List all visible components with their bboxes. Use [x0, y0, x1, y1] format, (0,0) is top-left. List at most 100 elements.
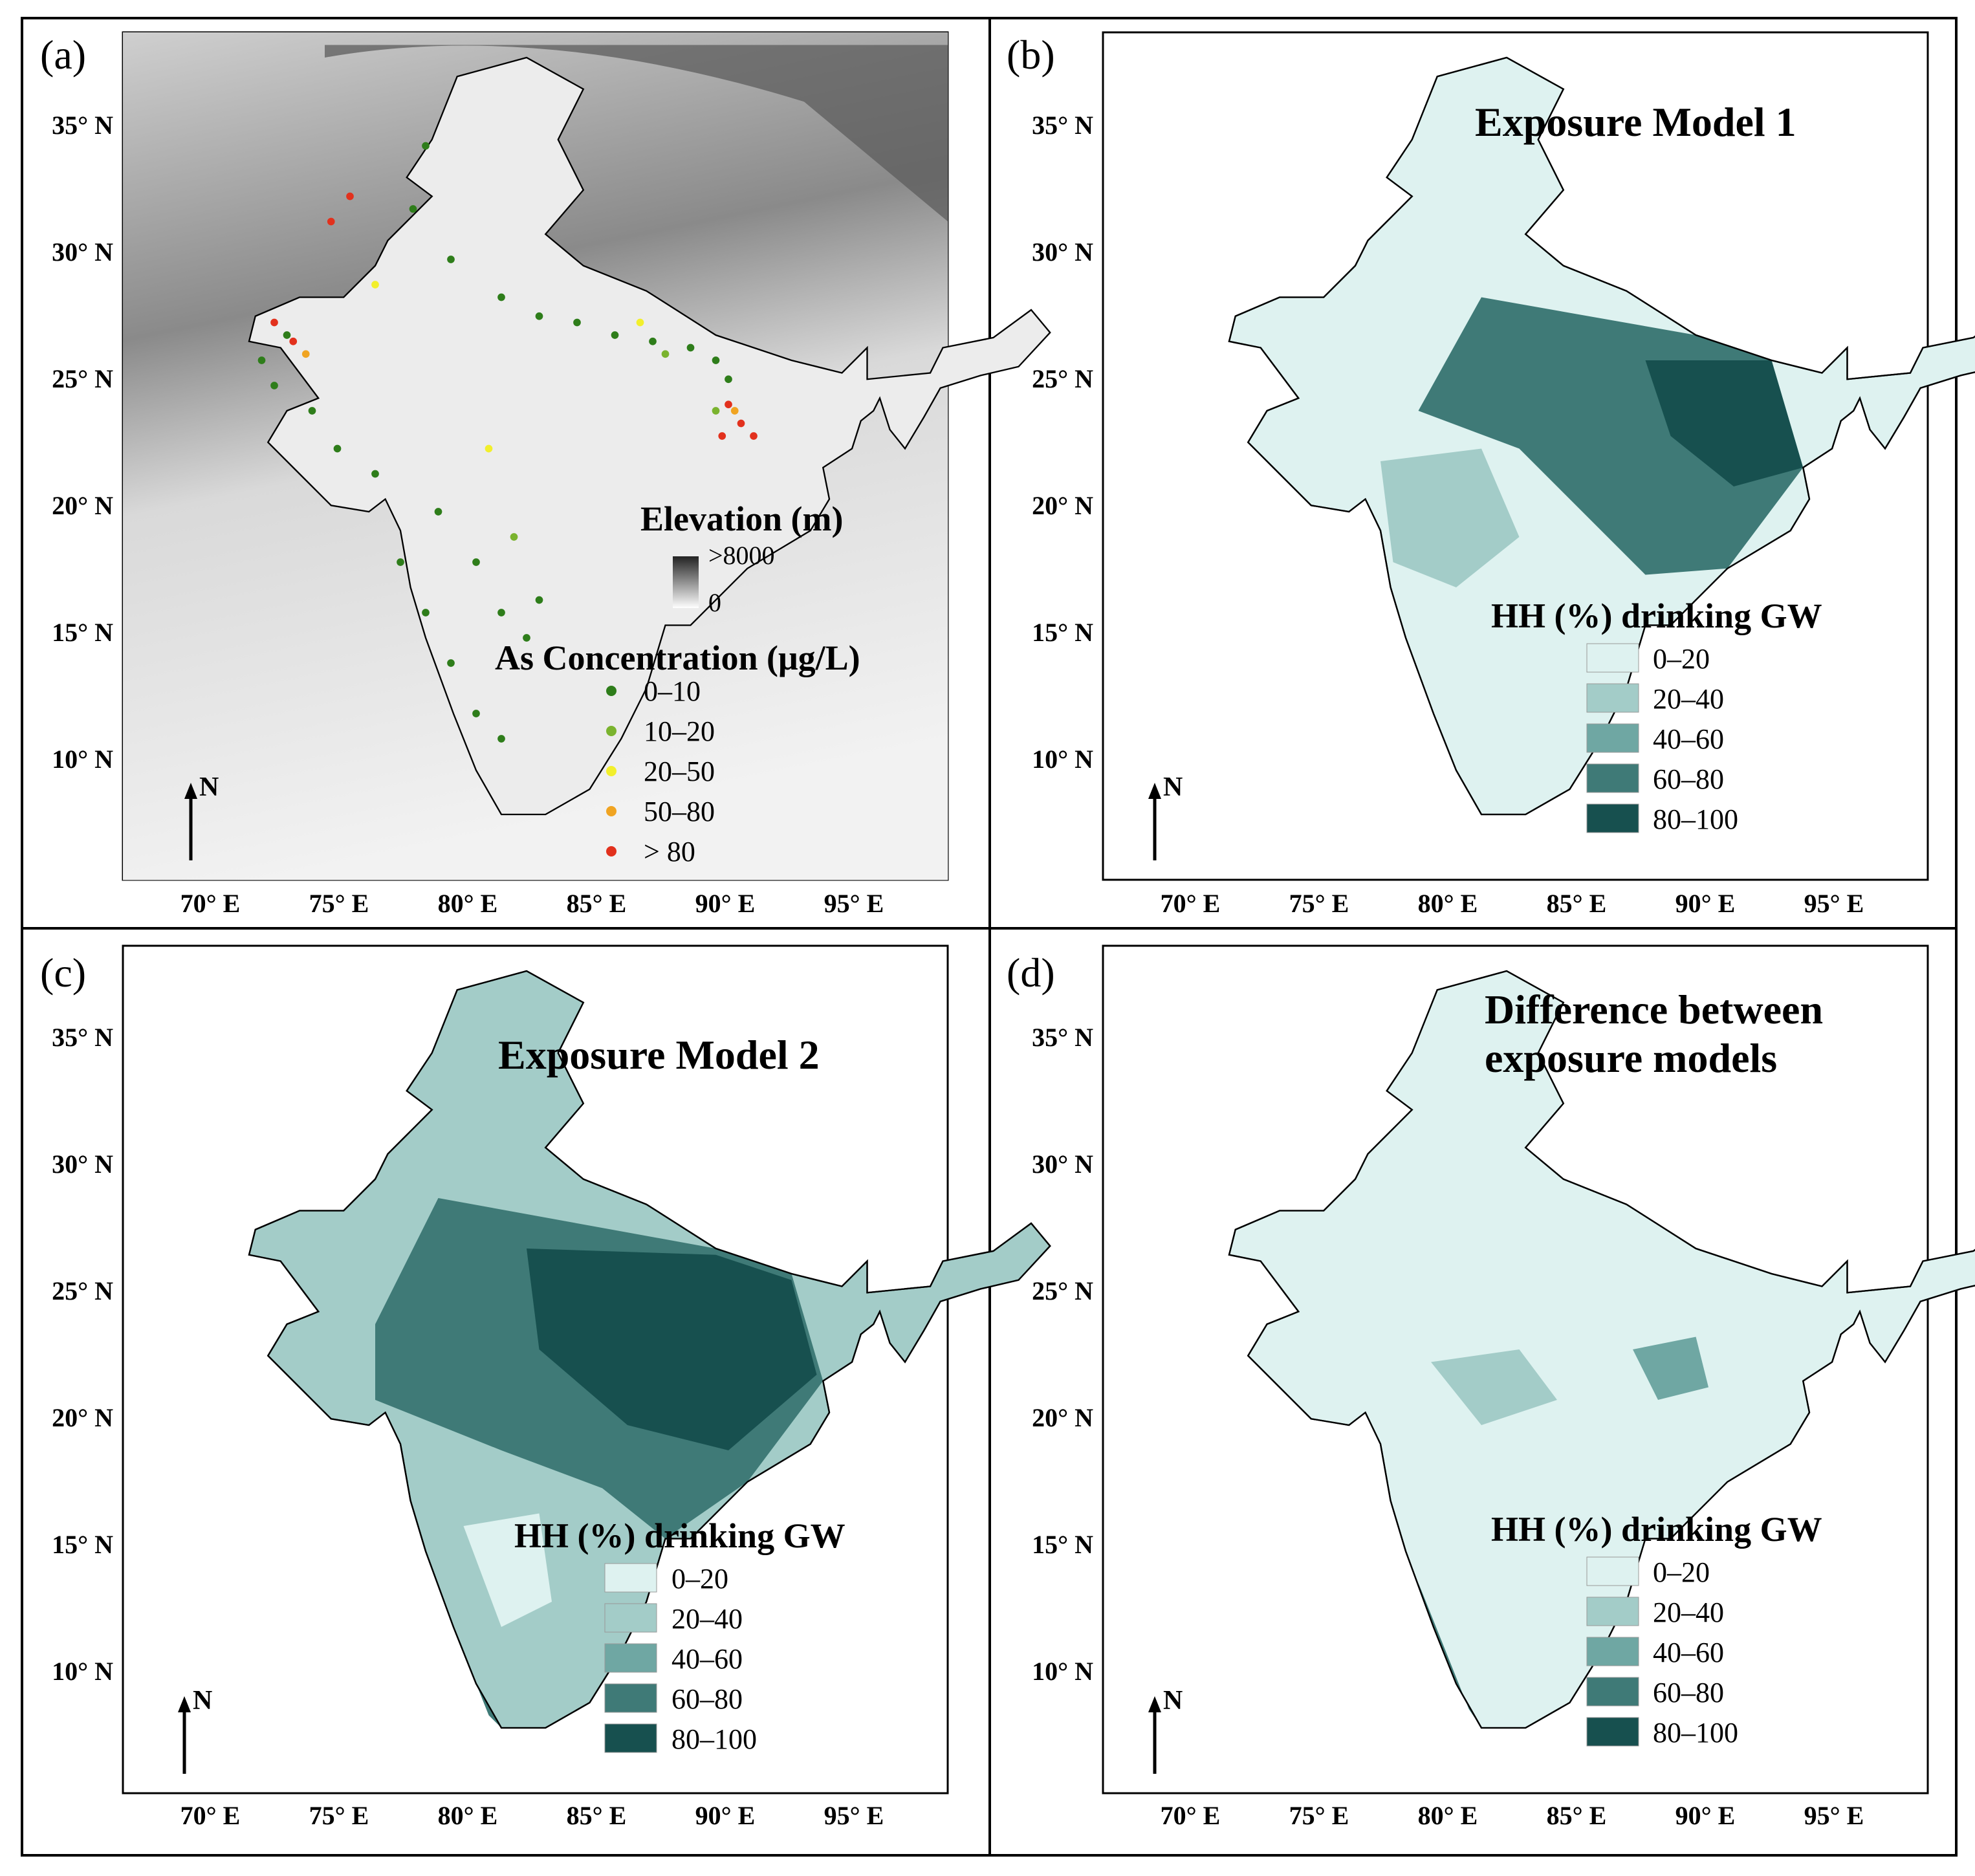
map-a — [123, 32, 1051, 880]
legend-b-swatch-1 — [1586, 683, 1639, 713]
svg-text:0–20: 0–20 — [1653, 643, 1710, 675]
svg-text:30° N: 30° N — [1032, 1150, 1093, 1179]
legend-b-swatch-0 — [1586, 643, 1639, 673]
svg-text:15° N: 15° N — [52, 1530, 113, 1559]
svg-text:85° E: 85° E — [1547, 1801, 1607, 1830]
svg-text:80° E: 80° E — [1418, 889, 1478, 918]
lon-ticks-a: 70° E 75° E 80° E 85° E 90° E 95° E — [180, 889, 884, 918]
as-legend-label-2: 20–50 — [644, 756, 715, 787]
legend-c: 0–20 20–40 40–60 60–80 80–100 — [604, 1563, 757, 1755]
svg-text:20–40: 20–40 — [1653, 683, 1724, 715]
svg-text:N: N — [1163, 772, 1183, 802]
svg-text:80–100: 80–100 — [1653, 803, 1738, 835]
as-legend-label-1: 10–20 — [644, 715, 715, 747]
elevation-min-label: 0 — [708, 588, 721, 617]
svg-text:20–40: 20–40 — [1653, 1597, 1724, 1628]
svg-text:0–20: 0–20 — [1653, 1556, 1710, 1588]
svg-text:10° N: 10° N — [1032, 1657, 1093, 1686]
legend-c-swatch-2 — [604, 1643, 657, 1673]
svg-text:10° N: 10° N — [1032, 745, 1093, 774]
svg-text:80° E: 80° E — [438, 889, 498, 918]
as-legend-label-3: 50–80 — [644, 796, 715, 827]
svg-text:35° N: 35° N — [52, 111, 113, 140]
legend-d-swatch-4 — [1586, 1717, 1639, 1747]
svg-text:40–60: 40–60 — [1653, 1637, 1724, 1668]
svg-text:70° E: 70° E — [1161, 889, 1221, 918]
legend-c-swatch-1 — [604, 1603, 657, 1633]
panel-d: (d) Difference between exposure models H… — [1007, 944, 1975, 1830]
lat-ticks-b: 35° N 30° N 25° N 20° N 15° N 10° N — [1032, 111, 1093, 774]
legend-d-swatch-2 — [1586, 1637, 1639, 1666]
north-arrow-c: N — [178, 1686, 212, 1774]
north-label-a: N — [199, 772, 219, 802]
panel-c-label: (c) — [40, 950, 86, 996]
svg-text:85° E: 85° E — [1547, 889, 1607, 918]
svg-text:60–80: 60–80 — [1653, 763, 1724, 795]
svg-text:15° N: 15° N — [52, 618, 113, 647]
svg-text:N: N — [193, 1686, 212, 1716]
svg-text:25° N: 25° N — [1032, 1276, 1093, 1305]
svg-text:80° E: 80° E — [438, 1801, 498, 1830]
svg-text:95° E: 95° E — [1804, 889, 1864, 918]
svg-text:60–80: 60–80 — [1653, 1677, 1724, 1708]
svg-text:25° N: 25° N — [52, 364, 113, 393]
svg-text:90° E: 90° E — [1675, 889, 1736, 918]
elevation-max-label: >8000 — [708, 541, 775, 570]
svg-text:60–80: 60–80 — [671, 1683, 743, 1715]
svg-text:30° N: 30° N — [1032, 237, 1093, 267]
map-frame-b — [1102, 31, 1929, 881]
panel-a-label: (a) — [40, 32, 86, 78]
svg-text:85° E: 85° E — [567, 889, 627, 918]
map-c — [248, 970, 1051, 1729]
svg-text:20–40: 20–40 — [671, 1603, 743, 1635]
svg-text:80–100: 80–100 — [671, 1723, 757, 1755]
lon-ticks-d: 70° E 75° E 80° E 85° E 90° E 95° E — [1161, 1801, 1864, 1830]
svg-text:20° N: 20° N — [1032, 491, 1093, 520]
svg-text:75° E: 75° E — [309, 889, 369, 918]
svg-text:N: N — [1163, 1686, 1183, 1716]
svg-text:35° N: 35° N — [1032, 111, 1093, 140]
sample-dots — [257, 142, 758, 743]
svg-text:30° N: 30° N — [52, 1150, 113, 1179]
svg-text:25° N: 25° N — [52, 1276, 113, 1305]
svg-text:95° E: 95° E — [824, 1801, 884, 1830]
svg-text:40–60: 40–60 — [1653, 723, 1724, 755]
svg-text:70° E: 70° E — [180, 889, 241, 918]
svg-text:30° N: 30° N — [52, 237, 113, 267]
lon-ticks-c: 70° E 75° E 80° E 85° E 90° E 95° E — [180, 1801, 884, 1830]
legend-d-swatch-0 — [1586, 1556, 1639, 1586]
svg-text:75° E: 75° E — [309, 1801, 369, 1830]
svg-text:90° E: 90° E — [695, 1801, 756, 1830]
svg-text:20° N: 20° N — [1032, 1403, 1093, 1432]
svg-text:75° E: 75° E — [1289, 1801, 1349, 1830]
as-swatch-1 — [606, 726, 617, 736]
panel-d-title-line1: Difference between — [1485, 987, 1823, 1032]
as-swatch-3 — [606, 806, 617, 816]
panel-c-title: Exposure Model 2 — [498, 1032, 820, 1078]
svg-text:90° E: 90° E — [1675, 1801, 1736, 1830]
panel-d-title-line2: exposure models — [1485, 1035, 1777, 1081]
svg-text:20° N: 20° N — [52, 491, 113, 520]
svg-text:80° E: 80° E — [1418, 1801, 1478, 1830]
lat-ticks-d: 35° N 30° N 25° N 20° N 15° N 10° N — [1032, 1023, 1093, 1686]
as-swatch-2 — [606, 766, 617, 776]
as-legend-title: As Concentration (μg/L) — [495, 638, 860, 677]
panel-b: (b) Exposure Model 1 HH (%) drinking GW … — [1007, 31, 1975, 918]
as-swatch-0 — [606, 686, 617, 696]
central-diff-d — [1431, 1349, 1557, 1425]
map-frame-d — [1102, 944, 1929, 1794]
north-arrow-a: N — [184, 772, 219, 860]
as-legend-label-0: 0–10 — [644, 675, 701, 707]
panel-a: (a) — [40, 31, 1051, 918]
svg-text:15° N: 15° N — [1032, 618, 1093, 647]
lat-ticks-a: 35° N 30° N 25° N 20° N 15° N 10° N — [52, 111, 113, 774]
lon-ticks-b: 70° E 75° E 80° E 85° E 90° E 95° E — [1161, 889, 1864, 918]
map-d — [1228, 970, 1975, 1729]
central-region-b — [1380, 448, 1520, 587]
panel-b-label: (b) — [1007, 32, 1055, 78]
southern-low-c — [463, 1513, 552, 1627]
north-arrow-d: N — [1148, 1686, 1183, 1774]
svg-text:40–60: 40–60 — [671, 1643, 743, 1675]
legend-b-swatch-3 — [1586, 763, 1639, 793]
as-swatch-4 — [606, 846, 617, 856]
